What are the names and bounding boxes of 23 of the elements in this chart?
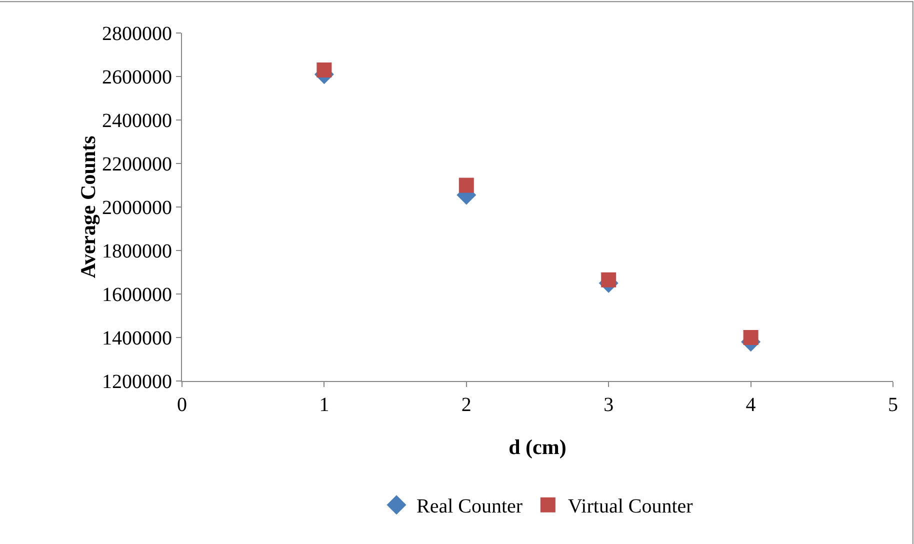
y-tick-label: 2800000 xyxy=(102,23,172,45)
x-axis-title: d (cm) xyxy=(508,435,566,459)
y-tick-label: 2600000 xyxy=(102,66,172,88)
point xyxy=(601,272,616,288)
legend-label: Real Counter xyxy=(416,496,523,518)
point xyxy=(743,330,758,345)
y-tick-label: 1400000 xyxy=(102,328,172,350)
x-tick-label: 3 xyxy=(604,394,614,416)
point xyxy=(316,62,332,78)
x-tick-label: 4 xyxy=(746,394,756,416)
x-tick-label: 1 xyxy=(319,394,330,416)
x-tick-label: 2 xyxy=(461,394,472,416)
y-tick-label: 1200000 xyxy=(102,371,172,393)
y-tick-label: 2200000 xyxy=(102,154,172,176)
y-tick-label: 1600000 xyxy=(102,284,172,306)
x-tick-label: 0 xyxy=(177,394,187,416)
point xyxy=(458,178,474,193)
y-tick-label: 2000000 xyxy=(102,197,172,219)
legend-label: Virtual Counter xyxy=(568,496,694,518)
y-axis-title: Average Counts xyxy=(76,136,100,278)
y-tick-label: 1800000 xyxy=(102,240,172,262)
y-tick-label: 2400000 xyxy=(102,110,172,132)
x-tick-label: 5 xyxy=(888,394,898,416)
